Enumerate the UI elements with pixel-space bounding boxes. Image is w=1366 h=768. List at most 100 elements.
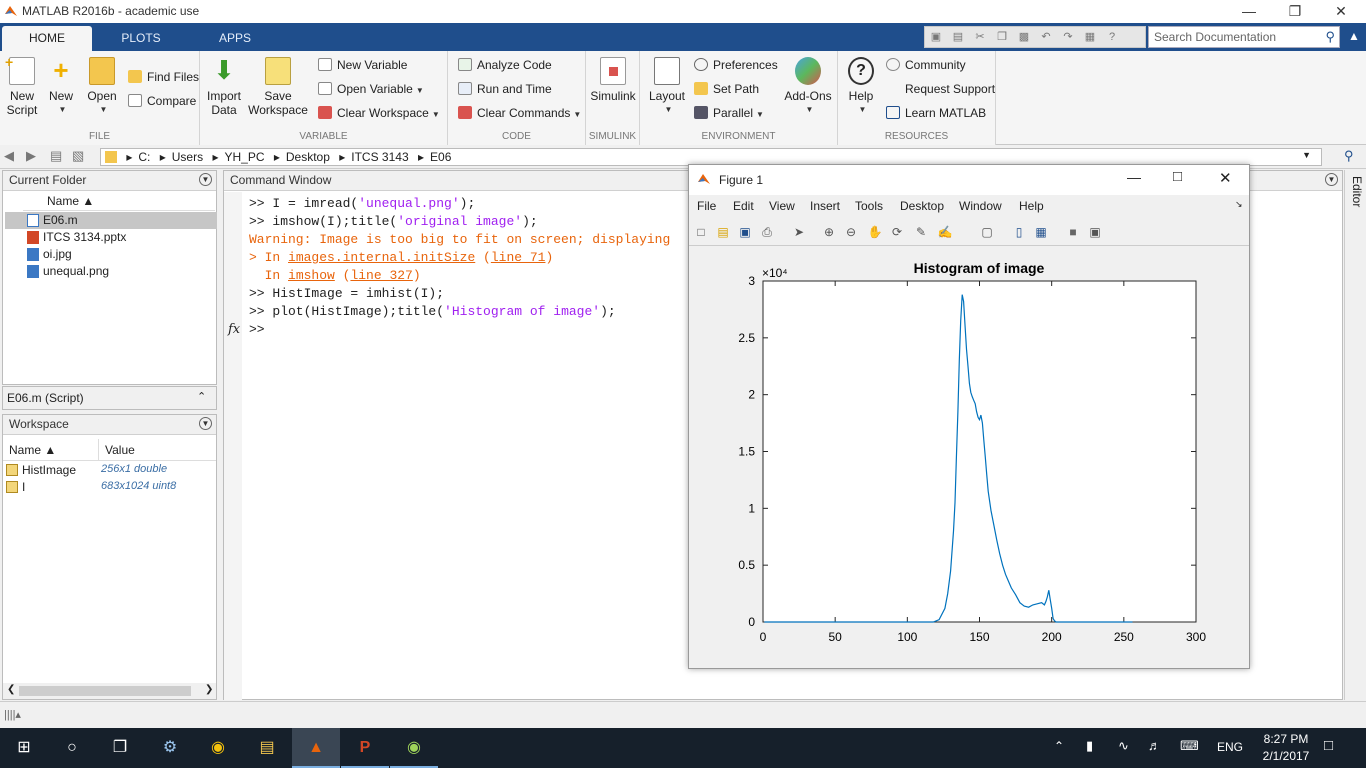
preferences-button[interactable]: Preferences (694, 55, 778, 75)
search-icon[interactable]: ⚲ (1325, 29, 1335, 44)
clock-time[interactable]: 8:27 PM (1263, 732, 1309, 746)
figure-menu-edit[interactable]: Edit (733, 199, 754, 213)
analyze-code-button[interactable]: Analyze Code (458, 55, 552, 75)
search-folder-icon[interactable]: ⚲ (1344, 148, 1354, 163)
tab-home[interactable]: HOME (2, 26, 92, 51)
scrollbar-thumb[interactable] (19, 686, 191, 696)
tab-apps[interactable]: APPS (218, 31, 251, 45)
panel-menu-icon[interactable]: ▼ (1325, 173, 1338, 186)
figure-menu-help[interactable]: Help (1019, 199, 1044, 213)
find-files-button[interactable]: Find Files (128, 67, 199, 87)
pan-icon[interactable]: ✋ (867, 225, 883, 239)
clock-date[interactable]: 2/1/2017 (1262, 749, 1310, 763)
figure-menu-view[interactable]: View (769, 199, 795, 213)
path-segment[interactable]: Desktop (285, 150, 330, 164)
layout-button[interactable]: Layout ▼ (644, 55, 690, 117)
search-documentation-input[interactable]: Search Documentation ⚲ (1148, 26, 1340, 48)
panel-menu-icon[interactable]: ▼ (199, 417, 212, 430)
line-71-link[interactable]: line 71 (490, 250, 546, 265)
figure-menu-insert[interactable]: Insert (810, 199, 841, 213)
add-ons-button[interactable]: Add-Ons ▼ (782, 55, 834, 117)
clear-commands-button[interactable]: Clear Commands ▼ (458, 103, 581, 123)
table-row[interactable]: HistImage 256x1 double (3, 462, 216, 479)
run-and-time-button[interactable]: Run and Time (458, 79, 552, 99)
list-item[interactable]: oi.jpg (5, 246, 217, 263)
undo-icon[interactable]: ↶ (1041, 31, 1051, 43)
paste-icon[interactable]: ▩ (1018, 31, 1030, 43)
list-item[interactable]: ITCS 3134.pptx (5, 229, 217, 246)
value-column-header[interactable]: Value (99, 439, 216, 461)
table-row[interactable]: I 683x1024 uint8 (3, 479, 216, 496)
restore-button[interactable]: ❐ (1288, 3, 1302, 19)
path-segment[interactable]: Users (171, 150, 204, 164)
pointer-icon[interactable]: ➤ (793, 225, 805, 239)
switch-windows-icon[interactable]: ▦ (1084, 31, 1096, 43)
path-segment[interactable]: C: (138, 150, 151, 164)
battery-icon[interactable]: ▮ (1086, 738, 1094, 753)
new-doc-icon[interactable]: ▣ (930, 31, 942, 43)
collapse-toolstrip-icon[interactable]: ▲ (1348, 29, 1360, 43)
dock-icon[interactable]: ↘ (1235, 199, 1243, 209)
imshow-link[interactable]: imshow (288, 268, 335, 283)
action-center-icon[interactable]: □ (1324, 737, 1334, 754)
cut-icon[interactable]: ✂ (975, 31, 985, 43)
list-item[interactable]: unequal.png (5, 263, 217, 280)
line-327-link[interactable]: line 327 (350, 268, 413, 283)
name-column-header[interactable]: Name ▲ (23, 193, 215, 211)
new-button[interactable]: + New ▼ (48, 55, 73, 114)
legend-icon[interactable]: ▦ (1035, 225, 1047, 239)
volume-icon[interactable]: ♬ (1148, 738, 1161, 753)
save-workspace-button[interactable]: Save Workspace (248, 55, 308, 117)
open-file-icon[interactable]: ▤ (717, 225, 729, 239)
minimize-button[interactable]: — (1242, 3, 1256, 19)
open-button[interactable]: Open ▼ (84, 55, 120, 117)
hide-plot-tools-icon[interactable]: ■ (1069, 225, 1077, 239)
redo-icon[interactable]: ↷ (1063, 31, 1073, 43)
figure-close-button[interactable]: ✕ (1219, 170, 1232, 187)
clear-workspace-button[interactable]: Clear Workspace ▼ (318, 103, 440, 123)
back-icon[interactable]: ◀ (4, 148, 14, 163)
figure-menu-desktop[interactable]: Desktop (900, 199, 945, 213)
simulink-button[interactable]: Simulink (590, 55, 636, 103)
file-explorer-icon[interactable]: ▤ (259, 739, 275, 756)
chrome-icon[interactable]: ◉ (211, 739, 225, 756)
rotate-3d-icon[interactable]: ⟳ (891, 225, 903, 239)
path-dropdown-icon[interactable]: ▼ (1302, 150, 1311, 160)
brush-icon[interactable]: ✍ (937, 225, 953, 239)
steam-icon[interactable]: ⚙ (162, 739, 178, 756)
task-view-icon[interactable]: ❐ (112, 739, 128, 756)
close-button[interactable]: ✕ (1335, 3, 1347, 19)
tab-plots[interactable]: PLOTS (121, 31, 161, 45)
function-browser-icon[interactable]: fx (228, 322, 241, 337)
community-button[interactable]: Community (886, 55, 966, 75)
figure-minimize-button[interactable]: — (1127, 169, 1141, 185)
matlab-taskbar-icon[interactable]: ▲ (292, 728, 340, 768)
figure-menu-file[interactable]: File (697, 199, 717, 213)
help-icon[interactable]: ? (1108, 31, 1116, 43)
new-figure-icon[interactable]: □ (697, 225, 705, 239)
command-prompt[interactable]: >> (249, 322, 265, 337)
open-variable-button[interactable]: Open Variable ▼ (318, 79, 424, 99)
path-segment[interactable]: YH_PC (224, 150, 265, 164)
initsize-link[interactable]: images.internal.initSize (288, 250, 476, 265)
link-plot-icon[interactable]: ▢ (981, 225, 993, 239)
data-cursor-icon[interactable]: ✎ (915, 225, 927, 239)
set-path-button[interactable]: Set Path (694, 79, 759, 99)
scroll-left-icon[interactable]: ❮ (7, 684, 16, 695)
horizontal-scrollbar[interactable]: ❮ ❯ (3, 683, 216, 699)
print-icon[interactable]: ⎙ (762, 225, 772, 239)
zoom-in-icon[interactable]: ⊕ (823, 225, 835, 239)
up-folder-icon[interactable]: ▤ (50, 148, 63, 163)
editor-tab[interactable]: Editor (1350, 176, 1364, 208)
path-segment[interactable]: ITCS 3143 (351, 150, 409, 164)
browse-folder-icon[interactable]: ▧ (72, 148, 85, 163)
help-button[interactable]: ? Help ▼ (842, 55, 880, 117)
list-item[interactable]: E06.m (5, 212, 217, 229)
parallel-button[interactable]: Parallel ▼ (694, 103, 764, 123)
panel-menu-icon[interactable]: ▼ (199, 173, 212, 186)
scroll-right-icon[interactable]: ❯ (205, 684, 214, 695)
save-icon[interactable]: ▤ (952, 31, 964, 43)
copy-icon[interactable]: ❐ (997, 31, 1007, 43)
zoom-out-icon[interactable]: ⊖ (845, 225, 857, 239)
forward-icon[interactable]: ▶ (26, 148, 36, 163)
